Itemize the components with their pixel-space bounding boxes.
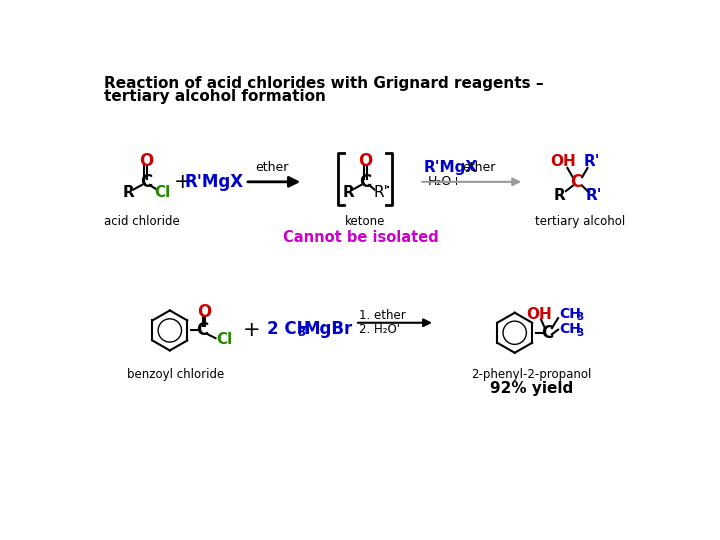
Text: OH: OH [526,307,552,322]
Text: 3: 3 [576,312,583,322]
Text: Reaction of acid chlorides with Grignard reagents –: Reaction of acid chlorides with Grignard… [104,76,544,91]
Text: R: R [554,188,565,203]
Text: Cl: Cl [216,332,233,347]
Text: 2. H₂O': 2. H₂O' [359,323,400,336]
Text: 92% yield: 92% yield [490,381,573,396]
Text: OH: OH [550,154,575,170]
Text: ether: ether [462,161,495,174]
Text: ketone: ketone [345,215,385,228]
Text: MgBr: MgBr [303,320,352,338]
Text: O: O [139,152,153,170]
Text: R'MgX: R'MgX [423,160,477,176]
Text: R': R' [373,185,388,200]
Text: ·: · [385,179,392,198]
Text: +: + [243,320,260,340]
Text: +: + [174,172,192,192]
Text: C: C [359,173,372,191]
Text: C: C [541,324,554,342]
Text: tertiary alcohol formation: tertiary alcohol formation [104,90,326,104]
Text: O: O [358,152,372,170]
Text: 1. ether: 1. ether [359,309,405,322]
Text: benzoyl chloride: benzoyl chloride [127,368,225,381]
Text: C: C [197,321,209,340]
Text: R: R [123,185,135,200]
Text: 3: 3 [297,326,305,339]
Text: CH: CH [559,322,582,336]
Text: R'MgX: R'MgX [184,173,243,191]
Text: R': R' [584,154,600,170]
Text: 3: 3 [576,328,583,338]
Text: Cannot be isolated: Cannot be isolated [284,230,439,245]
Text: CH: CH [559,307,582,321]
Text: 2 CH: 2 CH [266,320,310,338]
Text: C: C [570,173,582,191]
Text: C: C [140,173,152,191]
Text: 2-phenyl-2-propanol: 2-phenyl-2-propanol [472,368,592,381]
Text: R: R [342,185,354,200]
Text: H₂O+: H₂O+ [428,176,463,188]
Text: ether: ether [256,161,289,174]
Text: tertiary alcohol: tertiary alcohol [536,215,626,228]
Text: R': R' [585,188,602,203]
Text: acid chloride: acid chloride [104,215,180,228]
Text: Cl: Cl [155,185,171,200]
Text: O: O [197,303,212,321]
